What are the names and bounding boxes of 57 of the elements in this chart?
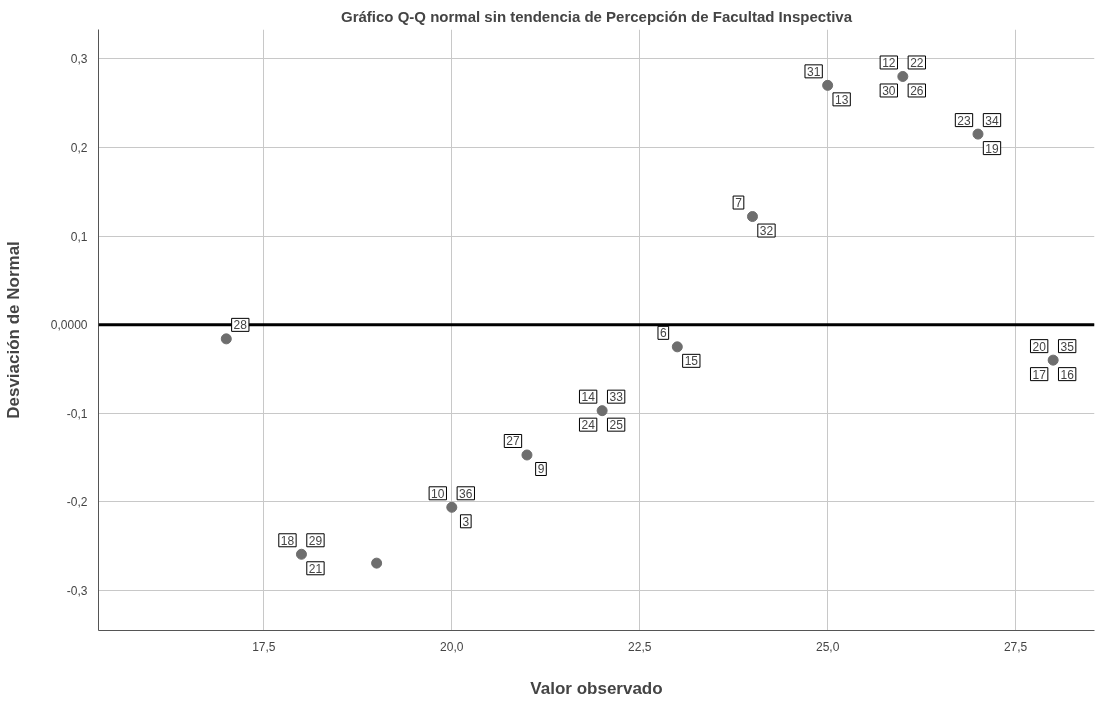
annotation: 20 (1032, 339, 1047, 354)
y-tick-label: -0,1 (66, 406, 88, 421)
chart-title: Gráfico Q-Q normal sin tendencia de Percepción de Facultad Inspectiva (341, 7, 853, 25)
point (220, 333, 232, 345)
annotation: 24 (581, 418, 596, 433)
y-tick-label: -0,2 (66, 495, 88, 510)
point (897, 70, 909, 82)
y-tick-label: 0,3 (70, 52, 88, 67)
point (671, 341, 683, 353)
y-tick-label: -0,3 (66, 584, 88, 599)
annotation: 26 (910, 83, 924, 98)
annotation: 28 (233, 318, 248, 333)
point (822, 79, 834, 91)
annotation: 22 (910, 55, 924, 70)
annotation: 15 (684, 354, 699, 369)
x-tick-label: 22,5 (628, 639, 652, 654)
point (746, 211, 758, 223)
annotation: 14 (581, 390, 596, 405)
annotation: 25 (609, 418, 624, 433)
annotation: 16 (1060, 367, 1075, 382)
annotation: 9 (537, 462, 545, 477)
y-axis-title: Desviación de Normal (3, 241, 23, 419)
annotation: 33 (609, 390, 624, 405)
annotation: 23 (957, 113, 971, 128)
annotation: 10 (431, 486, 445, 501)
point (1047, 354, 1059, 366)
point (446, 501, 458, 513)
annotation: 6 (659, 326, 667, 341)
annotation: 36 (459, 486, 473, 501)
annotation: 12 (882, 55, 896, 70)
annotation: 30 (882, 83, 896, 98)
y-tick-label: 0,2 (70, 140, 88, 155)
point (972, 128, 984, 140)
x-tick-label: 25,0 (815, 639, 840, 654)
x-tick-label: 17,5 (252, 639, 276, 654)
annotation: 18 (280, 533, 295, 548)
annotation: 19 (985, 141, 999, 156)
annotation: 13 (834, 92, 849, 107)
annotation: 29 (308, 533, 323, 548)
x-tick-label: 27,5 (1003, 639, 1028, 654)
annotation: 35 (1060, 339, 1075, 354)
annotation: 3 (462, 514, 470, 529)
annotation: 31 (806, 64, 821, 79)
y-tick-label: 0,1 (70, 229, 88, 244)
annotation: 21 (308, 561, 323, 576)
point (596, 405, 608, 417)
annotation: 27 (506, 434, 520, 449)
point (521, 449, 533, 461)
x-tick-label: 20,0 (440, 639, 464, 654)
annotation: 34 (985, 113, 999, 128)
annotation: 7 (735, 196, 743, 211)
annotation: 17 (1032, 367, 1047, 382)
annotation: 32 (759, 224, 774, 239)
point (371, 557, 383, 569)
y-tick-label: 0,0000 (50, 318, 88, 333)
x-axis-title: Valor observado (530, 678, 663, 698)
point (295, 548, 307, 560)
